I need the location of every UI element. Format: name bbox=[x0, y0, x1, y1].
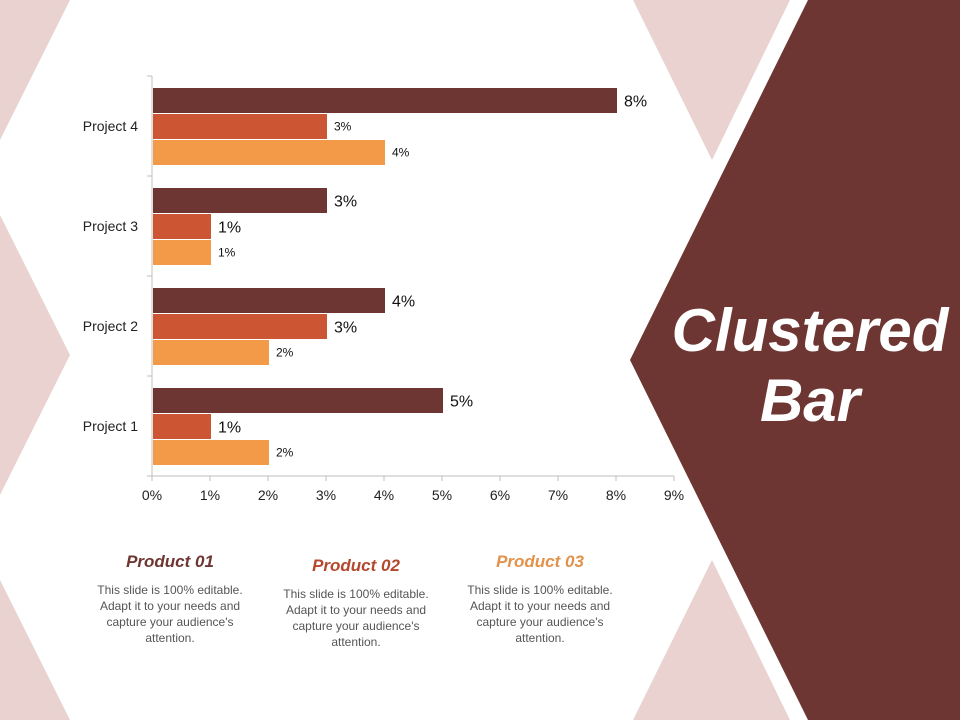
data-label: 3% bbox=[334, 120, 352, 134]
bar bbox=[153, 140, 385, 165]
product-description: This slide is 100% editable. Adapt it to… bbox=[97, 583, 243, 645]
x-tick-label: 2% bbox=[258, 487, 278, 503]
data-label: 4% bbox=[392, 294, 415, 311]
product-card-03: Product 03 This slide is 100% editable. … bbox=[455, 552, 625, 646]
x-tick-label: 1% bbox=[200, 487, 220, 503]
bar bbox=[153, 314, 327, 339]
data-label: 1% bbox=[218, 220, 241, 237]
x-tick-label: 8% bbox=[606, 487, 626, 503]
data-label: 1% bbox=[218, 246, 236, 260]
pink-triangle-top-left bbox=[0, 0, 70, 140]
data-label: 4% bbox=[392, 146, 410, 160]
bar bbox=[153, 214, 211, 239]
bar bbox=[153, 88, 617, 113]
y-tick-label: Project 2 bbox=[83, 318, 138, 334]
data-label: 8% bbox=[624, 94, 647, 111]
data-label: 2% bbox=[276, 346, 294, 360]
product-title: Product 03 bbox=[496, 552, 584, 571]
data-label: 1% bbox=[218, 420, 241, 437]
product-title: Product 02 bbox=[312, 556, 400, 575]
bar bbox=[153, 414, 211, 439]
bar bbox=[153, 114, 327, 139]
bar bbox=[153, 440, 269, 465]
x-tick-label: 3% bbox=[316, 487, 336, 503]
slide-title-line1: Clustered bbox=[671, 297, 949, 364]
data-label: 2% bbox=[276, 446, 294, 460]
x-tick-label: 5% bbox=[432, 487, 452, 503]
x-tick-label: 0% bbox=[142, 487, 162, 503]
x-tick-label: 4% bbox=[374, 487, 394, 503]
x-tick-label: 7% bbox=[548, 487, 568, 503]
data-label: 5% bbox=[450, 394, 473, 411]
title-panel bbox=[630, 0, 960, 720]
y-tick-label: Project 4 bbox=[83, 118, 138, 134]
product-description: This slide is 100% editable. Adapt it to… bbox=[467, 583, 613, 645]
y-tick-label: Project 1 bbox=[83, 418, 138, 434]
data-label: 3% bbox=[334, 194, 357, 211]
product-card-02: Product 02 This slide is 100% editable. … bbox=[271, 556, 441, 650]
pink-triangle-left-middle bbox=[0, 215, 70, 495]
slide-title-line2: Bar bbox=[759, 367, 861, 434]
pink-triangle-bottom-right bbox=[633, 560, 790, 720]
x-tick-label: 9% bbox=[664, 487, 684, 503]
bar bbox=[153, 388, 443, 413]
slide-title: Clustered Bar bbox=[660, 296, 960, 436]
y-tick-label: Project 3 bbox=[83, 218, 138, 234]
bar bbox=[153, 240, 211, 265]
pink-triangle-top-right bbox=[633, 0, 790, 160]
bar bbox=[153, 288, 385, 313]
bar bbox=[153, 188, 327, 213]
product-card-01: Product 01 This slide is 100% editable. … bbox=[85, 552, 255, 646]
product-title: Product 01 bbox=[126, 552, 214, 571]
bar bbox=[153, 340, 269, 365]
data-label: 3% bbox=[334, 320, 357, 337]
product-description: This slide is 100% editable. Adapt it to… bbox=[283, 587, 429, 649]
pink-triangle-bottom-left bbox=[0, 580, 70, 720]
x-tick-label: 6% bbox=[490, 487, 510, 503]
